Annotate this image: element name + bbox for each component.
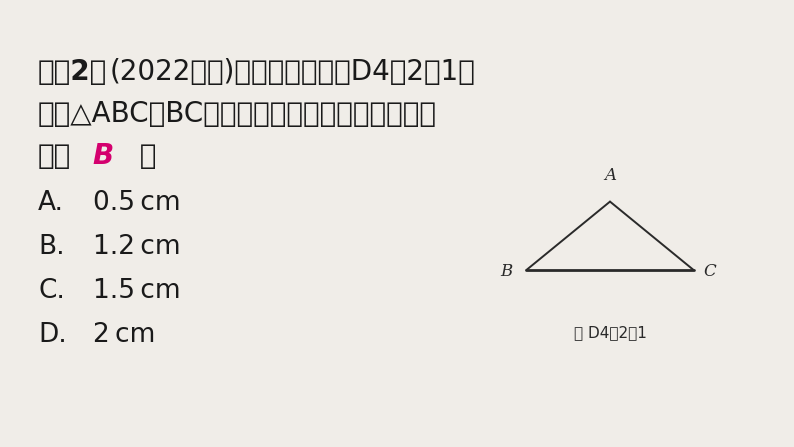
Text: (2022玉林)请你量一量如图D4－2－1所: (2022玉林)请你量一量如图D4－2－1所 <box>110 58 476 86</box>
Text: B.: B. <box>38 234 64 260</box>
Text: D.: D. <box>38 322 67 348</box>
Text: 1.2 cm: 1.2 cm <box>93 234 180 260</box>
Text: 1.5 cm: 1.5 cm <box>93 278 180 304</box>
Text: A: A <box>604 167 616 184</box>
Text: 2 cm: 2 cm <box>93 322 156 348</box>
Text: C: C <box>703 263 716 281</box>
Text: C.: C. <box>38 278 65 304</box>
Text: 示的△ABC中BC边上的高的长度，下列最接近的: 示的△ABC中BC边上的高的长度，下列最接近的 <box>38 100 437 128</box>
Text: B: B <box>500 263 512 281</box>
Text: B: B <box>92 142 113 170</box>
Text: 【例2】: 【例2】 <box>38 58 107 86</box>
Text: A.: A. <box>38 190 64 216</box>
Text: 0.5 cm: 0.5 cm <box>93 190 180 216</box>
Text: 图 D4－2－1: 图 D4－2－1 <box>573 325 646 340</box>
Text: 是（: 是（ <box>38 142 71 170</box>
Text: ）: ） <box>122 142 156 170</box>
